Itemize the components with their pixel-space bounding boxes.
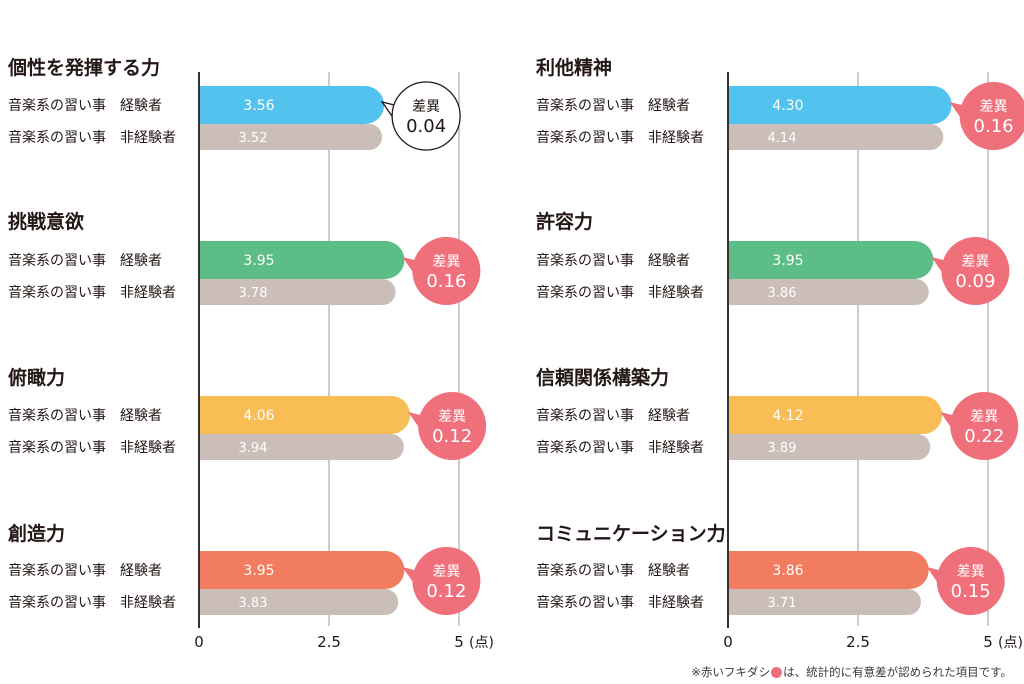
metric-title: 俯瞰力 (8, 366, 65, 389)
series-label-non-experienced: 音楽系の習い事 非経験者 (8, 594, 176, 611)
metric-title: 信頼関係構築力 (536, 366, 669, 389)
bar-experienced (199, 396, 411, 434)
bar-experienced (199, 241, 405, 279)
difference-bubble-label: 差異 (438, 409, 466, 425)
metric-title: コミュニケーション力 (536, 522, 726, 545)
data-label-non-experienced: 3.78 (239, 286, 268, 301)
difference-bubble-label: 差異 (957, 564, 985, 580)
footnote-prefix: ※赤いフキダシ (691, 665, 771, 679)
tick-label: 2.5 (846, 633, 870, 651)
metric-title: 挑戦意欲 (8, 210, 84, 233)
bar-non-experienced (199, 589, 399, 615)
series-label-non-experienced: 音楽系の習い事 非経験者 (536, 129, 704, 146)
difference-bubble (950, 392, 1019, 460)
data-label-experienced: 4.06 (243, 408, 274, 424)
series-label-experienced: 音楽系の習い事 経験者 (8, 407, 162, 424)
difference-bubble-value: 0.04 (406, 116, 446, 137)
metric-title: 利他精神 (536, 56, 612, 79)
difference-bubble-value: 0.15 (951, 581, 991, 602)
difference-bubble (391, 81, 461, 151)
series-label-experienced: 音楽系の習い事 経験者 (536, 97, 690, 114)
bar-experienced (728, 241, 934, 279)
footnote: ※赤いフキダシ は、統計的に有意差が認められた項目です。 (691, 664, 1012, 680)
unit-label: (点) (998, 635, 1023, 651)
bar-non-experienced (199, 279, 396, 305)
data-label-experienced: 3.95 (772, 253, 803, 269)
tick-label: 0 (194, 633, 204, 651)
difference-bubble (936, 547, 1005, 615)
footnote-suffix: は、統計的に有意差が認められた項目です。 (783, 665, 1012, 679)
bar-experienced (728, 551, 929, 589)
data-label-experienced: 4.12 (772, 408, 803, 424)
data-label-non-experienced: 4.14 (768, 131, 797, 146)
difference-bubble-label: 差異 (970, 409, 998, 425)
difference-bubble-value: 0.12 (432, 426, 472, 447)
tick-label: 5 (454, 633, 464, 651)
bar-non-experienced (199, 124, 383, 150)
difference-bubble (418, 392, 487, 460)
bar-experienced (728, 396, 943, 434)
difference-bubble-label: 差異 (412, 99, 440, 115)
difference-bubble-value: 0.16 (974, 116, 1014, 137)
series-label-experienced: 音楽系の習い事 経験者 (8, 252, 162, 269)
series-label-experienced: 音楽系の習い事 経験者 (536, 252, 690, 269)
series-label-experienced: 音楽系の習い事 経験者 (8, 97, 162, 114)
series-label-experienced: 音楽系の習い事 経験者 (536, 562, 690, 579)
data-label-non-experienced: 3.83 (239, 596, 268, 611)
difference-bubble (412, 237, 481, 305)
difference-bubble-label: 差異 (432, 564, 460, 580)
series-label-non-experienced: 音楽系の習い事 非経験者 (8, 439, 176, 456)
bar-experienced (728, 86, 952, 124)
difference-bubble (412, 547, 481, 615)
tick-label: 5 (983, 633, 993, 651)
series-label-non-experienced: 音楽系の習い事 非経験者 (8, 129, 176, 146)
difference-bubble-value: 0.12 (426, 581, 466, 602)
data-label-non-experienced: 3.86 (768, 286, 797, 301)
bar-experienced (199, 551, 405, 589)
data-label-non-experienced: 3.94 (239, 441, 268, 456)
difference-bubble-label: 差異 (980, 99, 1008, 115)
difference-bubble (941, 237, 1010, 305)
bar-non-experienced (728, 279, 929, 305)
series-label-non-experienced: 音楽系の習い事 非経験者 (8, 284, 176, 301)
series-label-non-experienced: 音楽系の習い事 非経験者 (536, 439, 704, 456)
bar-non-experienced (728, 589, 921, 615)
tick-label: 0 (723, 633, 733, 651)
data-label-non-experienced: 3.52 (239, 131, 268, 146)
bar-experienced (199, 86, 385, 124)
difference-bubble (959, 82, 1024, 150)
series-label-non-experienced: 音楽系の習い事 非経験者 (536, 594, 704, 611)
data-label-experienced: 3.56 (243, 98, 274, 114)
metric-title: 個性を発揮する力 (7, 56, 160, 79)
data-label-non-experienced: 3.71 (768, 596, 797, 611)
metric-title: 許容力 (536, 210, 593, 233)
data-label-non-experienced: 3.89 (768, 441, 797, 456)
data-label-experienced: 3.95 (243, 253, 274, 269)
difference-bubble-value: 0.22 (964, 426, 1004, 447)
tick-label: 2.5 (317, 633, 341, 651)
difference-bubble-label: 差異 (432, 254, 460, 270)
difference-bubble-value: 0.09 (955, 271, 995, 292)
series-label-experienced: 音楽系の習い事 経験者 (536, 407, 690, 424)
difference-bubble-label: 差異 (961, 254, 989, 270)
data-label-experienced: 4.30 (772, 98, 803, 114)
bar-non-experienced (728, 124, 944, 150)
data-label-experienced: 3.86 (772, 563, 803, 579)
red-bubble-icon (771, 666, 783, 678)
bar-non-experienced (199, 434, 404, 460)
unit-label: (点) (469, 635, 494, 651)
data-label-experienced: 3.95 (243, 563, 274, 579)
series-label-experienced: 音楽系の習い事 経験者 (8, 562, 162, 579)
series-label-non-experienced: 音楽系の習い事 非経験者 (536, 284, 704, 301)
difference-bubble-value: 0.16 (426, 271, 466, 292)
bar-non-experienced (728, 434, 931, 460)
metric-title: 創造力 (8, 522, 65, 545)
